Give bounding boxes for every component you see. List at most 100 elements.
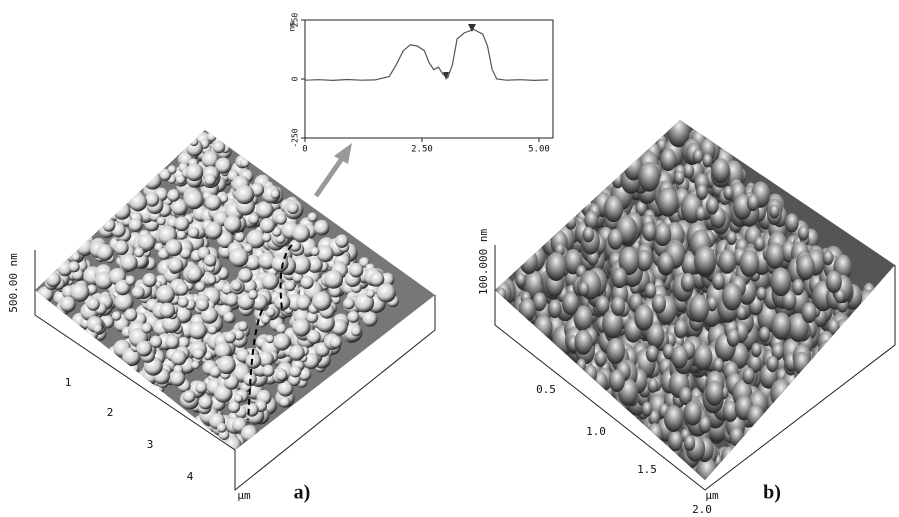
bump (723, 186, 733, 200)
bump (187, 266, 203, 282)
bump (196, 298, 209, 311)
bump (702, 154, 712, 168)
bump (256, 201, 273, 218)
bump (611, 296, 625, 316)
bump (606, 338, 625, 364)
bump (826, 271, 842, 293)
bump (612, 267, 627, 288)
bump (694, 246, 716, 276)
bump (836, 340, 852, 362)
bump (798, 225, 809, 240)
bump (114, 240, 129, 255)
bump (837, 326, 849, 342)
bump (311, 247, 320, 256)
bump (495, 287, 506, 302)
bump (276, 370, 287, 381)
bump (129, 218, 143, 232)
bump (343, 298, 355, 310)
bump (747, 194, 759, 211)
bump (217, 356, 235, 374)
bump (771, 312, 791, 339)
y-tick-label: 250 (291, 13, 300, 28)
bump (314, 220, 329, 235)
bump (609, 370, 625, 392)
bump (241, 425, 258, 442)
bump (260, 218, 275, 233)
panel-label: a) (294, 482, 311, 504)
bump (779, 395, 791, 412)
bump (129, 193, 147, 211)
bump (646, 345, 658, 362)
bump (231, 281, 242, 292)
bump (828, 336, 850, 366)
tick-label: 1.0 (586, 425, 606, 438)
bump (695, 206, 706, 221)
tick-label: 0.5 (536, 383, 556, 396)
panel-b: 100.000 nm 0.5 1.0 1.5 2.0 μm b) (477, 111, 895, 516)
profile-chart: nm 2500-25002.505.00 (288, 13, 554, 155)
bump (205, 195, 221, 211)
bump (349, 263, 363, 277)
bump (198, 395, 212, 409)
panel-a: 500.00 nm 1 2 3 4 μm a) (7, 130, 435, 504)
bump (262, 365, 274, 377)
y-tick-label: -250 (291, 128, 300, 147)
panel-label: b) (763, 482, 781, 504)
bump (860, 302, 875, 323)
bump (195, 282, 205, 292)
bump (69, 261, 80, 272)
x-tick-label: 5.00 (528, 145, 550, 155)
bump (188, 227, 199, 238)
bump (793, 352, 810, 375)
arrow (316, 157, 343, 196)
bump (124, 308, 137, 321)
bump (756, 287, 766, 301)
bump (818, 340, 838, 367)
bump (562, 292, 579, 315)
bump (157, 217, 166, 226)
bump (584, 211, 598, 230)
bump (292, 225, 310, 243)
bump (191, 361, 199, 369)
bump (217, 423, 227, 433)
bump (595, 350, 607, 366)
arrow-head (334, 143, 352, 164)
bump (87, 298, 100, 311)
bump (638, 162, 660, 192)
bump (60, 296, 76, 312)
tick-label: 3 (147, 438, 154, 451)
bump (300, 276, 313, 289)
bump (519, 298, 536, 321)
bump (843, 324, 857, 343)
bump (329, 336, 341, 348)
bump (46, 272, 61, 287)
bump (168, 258, 183, 273)
bump (657, 187, 678, 216)
bump (261, 315, 270, 324)
bump (324, 270, 343, 289)
bump (120, 254, 137, 271)
bump (684, 435, 695, 451)
tick-label: 1 (65, 376, 72, 389)
bump (229, 248, 248, 267)
bump (860, 314, 878, 338)
bump (287, 202, 299, 214)
z-label: 100.000 nm (477, 229, 490, 296)
bump (245, 403, 258, 416)
bump (165, 335, 179, 349)
bump (696, 184, 707, 200)
bump (167, 189, 180, 202)
bump (705, 381, 723, 406)
bump (93, 324, 102, 333)
bump (289, 345, 305, 361)
bump (706, 197, 719, 215)
surface-texture (492, 111, 895, 486)
bump (156, 285, 175, 304)
bump (739, 250, 759, 277)
bump (769, 204, 779, 218)
bump (178, 297, 189, 308)
bump (765, 243, 784, 269)
unit: μm (237, 489, 251, 502)
bump (312, 292, 331, 311)
bump (712, 273, 725, 290)
